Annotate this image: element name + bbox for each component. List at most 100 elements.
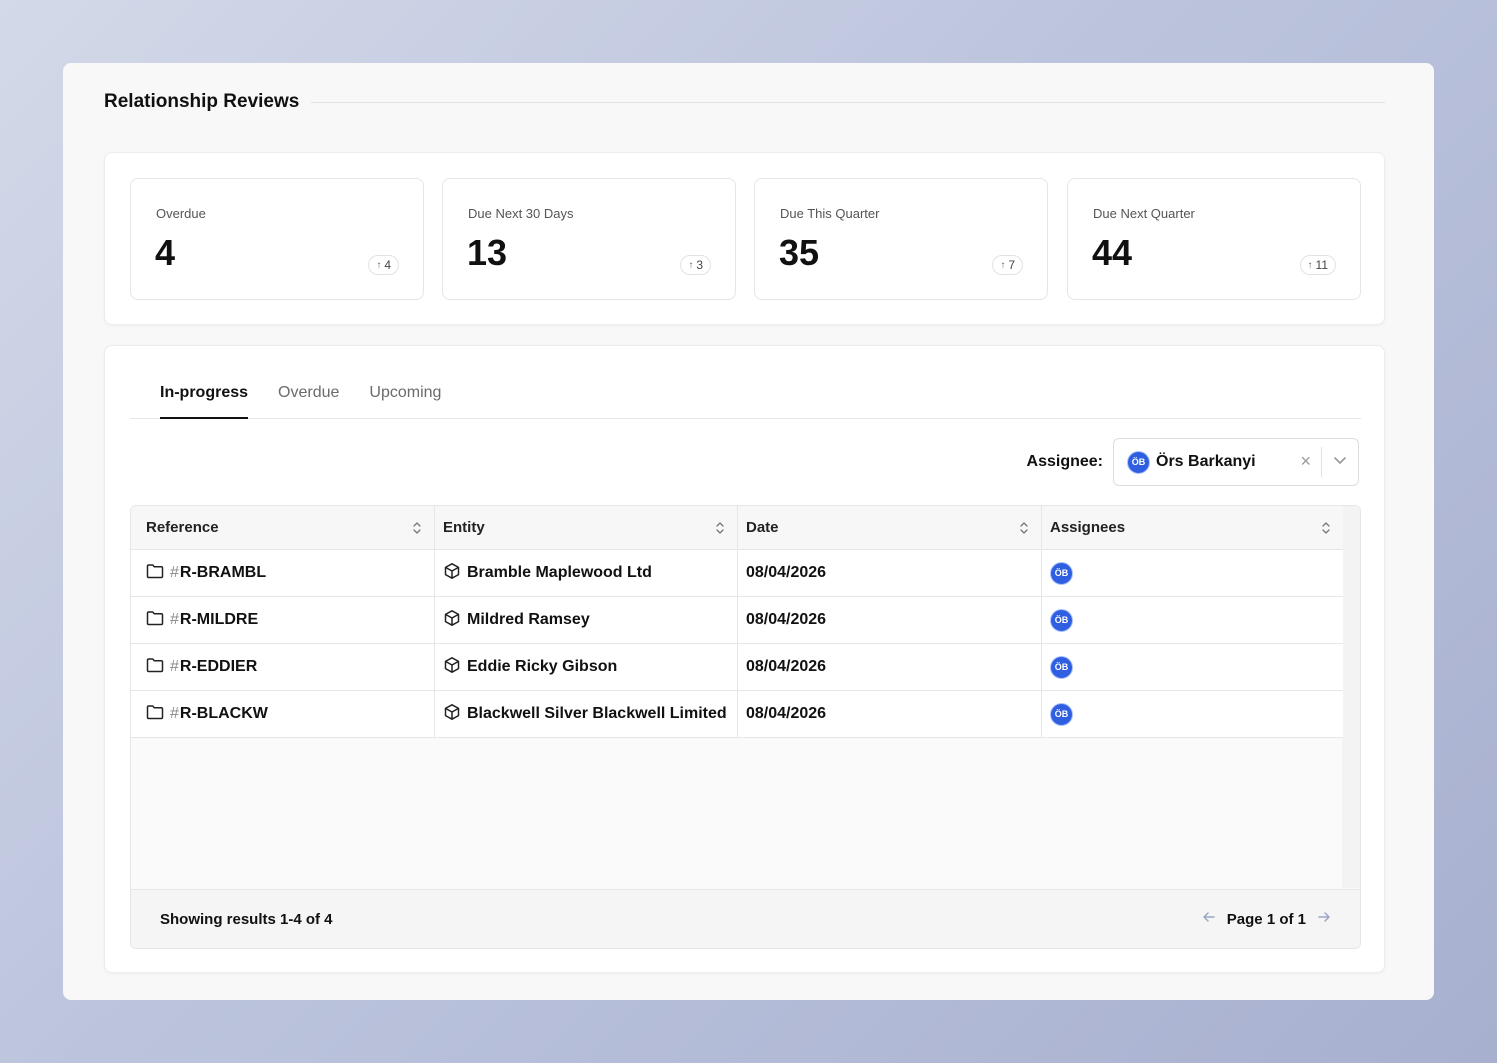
- reference-value: R-MILDRE: [179, 611, 259, 628]
- sort-icon[interactable]: [1019, 520, 1029, 540]
- reference-value: R-EDDIER: [179, 658, 258, 675]
- tab-in-progress[interactable]: In-progress: [160, 376, 249, 419]
- hash-prefix: #: [170, 705, 179, 722]
- pagination: Page 1 of 1: [1201, 909, 1332, 930]
- stat-delta: 11: [1315, 258, 1328, 272]
- column-header-label: Entity: [443, 519, 485, 536]
- stat-value: 35: [779, 232, 820, 273]
- stat-due-next-30-days: Due Next 30 Days 13 ↑ 3: [442, 178, 736, 300]
- cube-icon: [443, 703, 461, 726]
- hash-prefix: #: [170, 564, 179, 581]
- assignees-cell: ÖB: [1042, 644, 1343, 690]
- column-header-label: Assignees: [1050, 519, 1126, 536]
- assignees-cell: ÖB: [1042, 691, 1343, 737]
- reviews-card: In-progress Overdue Upcoming Assignee: Ö…: [104, 345, 1385, 973]
- avatar[interactable]: ÖB: [1050, 608, 1073, 632]
- main-panel: Relationship Reviews Overdue 4 ↑ 4 Due Ne…: [63, 63, 1434, 1000]
- entity-value: Mildred Ramsey: [467, 611, 590, 628]
- arrow-right-icon[interactable]: [1316, 909, 1332, 930]
- avatar: ÖB: [1127, 450, 1150, 474]
- arrow-up-icon: ↑: [1000, 259, 1006, 271]
- page-indicator: Page 1 of 1: [1226, 911, 1306, 928]
- assignee-filter: Assignee: ÖB Örs Barkanyi ×: [1027, 438, 1359, 486]
- stat-label: Due Next Quarter: [1093, 206, 1195, 221]
- avatar[interactable]: ÖB: [1050, 702, 1073, 726]
- stat-delta: 7: [1008, 258, 1015, 272]
- sort-icon[interactable]: [1321, 520, 1331, 540]
- cube-icon: [443, 609, 461, 632]
- avatar[interactable]: ÖB: [1050, 561, 1073, 585]
- folder-icon: [146, 610, 164, 631]
- stat-delta-badge: ↑ 11: [1299, 255, 1336, 275]
- stat-delta-badge: ↑ 7: [992, 255, 1023, 275]
- reference-cell[interactable]: # R-MILDRE: [131, 597, 435, 643]
- entity-cell[interactable]: Bramble Maplewood Ltd: [435, 550, 738, 596]
- chevron-down-icon[interactable]: [1332, 452, 1348, 473]
- entity-value: Eddie Ricky Gibson: [467, 658, 618, 675]
- stat-overdue: Overdue 4 ↑ 4: [130, 178, 424, 300]
- arrow-left-icon[interactable]: [1201, 909, 1217, 930]
- assignee-select[interactable]: ÖB Örs Barkanyi ×: [1113, 438, 1359, 486]
- stat-label: Overdue: [156, 206, 206, 221]
- column-header-date[interactable]: Date: [738, 506, 1042, 549]
- cube-icon: [443, 562, 461, 585]
- column-header-reference[interactable]: Reference: [131, 506, 435, 549]
- hash-prefix: #: [170, 658, 179, 675]
- arrow-up-icon: ↑: [1307, 259, 1313, 271]
- reference-cell[interactable]: # R-BLACKW: [131, 691, 435, 737]
- folder-icon: [146, 704, 164, 725]
- tab-bar: In-progress Overdue Upcoming: [130, 376, 1361, 419]
- folder-icon: [146, 563, 164, 584]
- table-row[interactable]: # R-MILDRE Mildred Ramsey 08/04/2026 ÖB: [131, 597, 1343, 644]
- folder-icon: [146, 657, 164, 678]
- date-cell: 08/04/2026: [738, 691, 1042, 737]
- stat-delta: 4: [384, 258, 391, 272]
- tab-overdue[interactable]: Overdue: [278, 384, 340, 401]
- stats-card: Overdue 4 ↑ 4 Due Next 30 Days 13 ↑ 3 Due …: [104, 152, 1385, 325]
- column-header-label: Reference: [146, 519, 219, 536]
- table-footer: Showing results 1-4 of 4 Page 1 of 1: [131, 889, 1360, 948]
- stat-delta: 3: [696, 258, 703, 272]
- table-row[interactable]: # R-EDDIER Eddie Ricky Gibson 08/04/2026…: [131, 644, 1343, 691]
- cube-icon: [443, 656, 461, 679]
- hash-prefix: #: [170, 611, 179, 628]
- table-scrollbar[interactable]: [1342, 506, 1360, 888]
- avatar[interactable]: ÖB: [1050, 655, 1073, 679]
- date-value: 08/04/2026: [746, 705, 827, 722]
- reference-cell[interactable]: # R-BRAMBL: [131, 550, 435, 596]
- arrow-up-icon: ↑: [688, 259, 694, 271]
- column-header-entity[interactable]: Entity: [435, 506, 738, 549]
- close-icon[interactable]: ×: [1300, 451, 1311, 471]
- assignee-select-value: Örs Barkanyi: [1156, 453, 1256, 470]
- tab-upcoming[interactable]: Upcoming: [369, 384, 442, 401]
- page-title: Relationship Reviews: [104, 91, 300, 112]
- date-cell: 08/04/2026: [738, 644, 1042, 690]
- stat-value: 44: [1092, 232, 1133, 273]
- stat-delta-badge: ↑ 3: [680, 255, 711, 275]
- reference-cell[interactable]: # R-EDDIER: [131, 644, 435, 690]
- header-divider: [311, 101, 1385, 103]
- table-row[interactable]: # R-BRAMBL Bramble Maplewood Ltd 08/04/2…: [131, 550, 1343, 597]
- sort-icon[interactable]: [715, 520, 725, 540]
- select-divider: [1321, 447, 1322, 477]
- stat-value: 13: [467, 232, 508, 273]
- stat-due-next-quarter: Due Next Quarter 44 ↑ 11: [1067, 178, 1361, 300]
- table-header: Reference Entity Date Assignees: [131, 506, 1343, 550]
- date-value: 08/04/2026: [746, 611, 827, 628]
- column-header-label: Date: [746, 519, 779, 536]
- table-row[interactable]: # R-BLACKW Blackwell Silver Blackwell Li…: [131, 691, 1343, 738]
- assignees-cell: ÖB: [1042, 597, 1343, 643]
- reference-value: R-BLACKW: [179, 705, 268, 722]
- column-header-assignees[interactable]: Assignees: [1042, 506, 1343, 549]
- entity-cell[interactable]: Eddie Ricky Gibson: [435, 644, 738, 690]
- arrow-up-icon: ↑: [376, 259, 382, 271]
- assignees-cell: ÖB: [1042, 550, 1343, 596]
- entity-cell[interactable]: Blackwell Silver Blackwell Limited: [435, 691, 738, 737]
- reviews-table: Reference Entity Date Assignees: [130, 505, 1361, 949]
- stat-value: 4: [155, 232, 176, 273]
- entity-cell[interactable]: Mildred Ramsey: [435, 597, 738, 643]
- entity-value: Blackwell Silver Blackwell Limited: [467, 705, 727, 722]
- stat-delta-badge: ↑ 4: [368, 255, 399, 275]
- date-cell: 08/04/2026: [738, 597, 1042, 643]
- sort-icon[interactable]: [412, 520, 422, 540]
